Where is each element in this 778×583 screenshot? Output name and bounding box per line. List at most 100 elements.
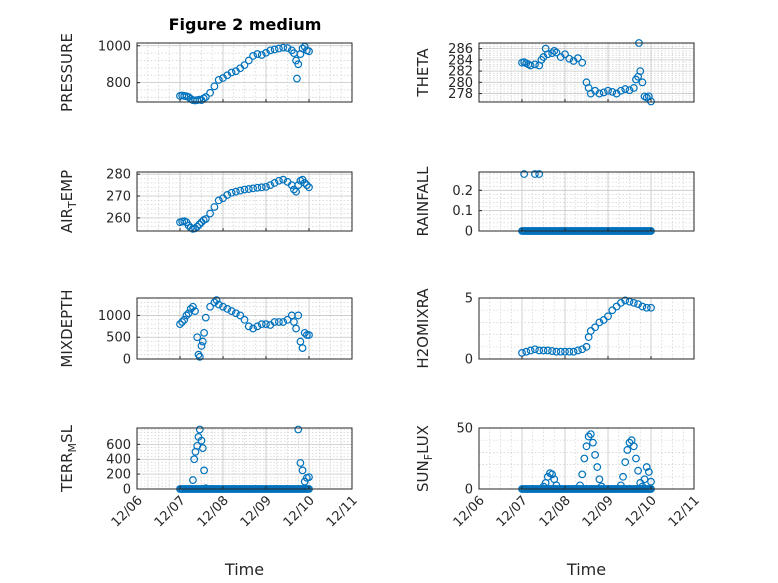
data-point [302, 331, 311, 339]
x-tick-label: 12/09 [580, 493, 617, 530]
data-point [543, 346, 552, 355]
data-point [634, 300, 642, 309]
data-point [244, 322, 253, 331]
axes-box [136, 427, 353, 490]
y-axis-label: PRESSURE [58, 33, 76, 112]
data-point [526, 61, 535, 70]
data-point [520, 170, 529, 178]
data-point [257, 183, 266, 192]
data-point [556, 347, 565, 356]
data-point [597, 482, 606, 491]
data-point [548, 347, 556, 355]
data-point [293, 74, 301, 83]
data-point [561, 50, 569, 59]
data-point [595, 89, 604, 98]
data-point [236, 186, 245, 195]
data-point [191, 307, 199, 315]
y-tick-label: 5 [465, 292, 473, 307]
data-point [526, 346, 535, 355]
data-point [621, 296, 630, 305]
data-point [193, 333, 202, 342]
data-point [210, 298, 219, 307]
data-point [543, 50, 552, 59]
data-point [266, 181, 275, 190]
x-tick-label: 12/06 [109, 493, 146, 530]
data-point [621, 458, 630, 467]
data-point [569, 347, 578, 356]
data-point [593, 463, 602, 471]
data-point [535, 346, 544, 355]
data-point [279, 175, 288, 184]
data-point [644, 468, 653, 476]
data-point [522, 347, 531, 356]
data-point [582, 342, 591, 351]
data-point [305, 47, 313, 56]
data-point [206, 209, 215, 218]
data-point [231, 187, 240, 196]
axes-box [478, 42, 695, 103]
axes-box [136, 42, 353, 103]
data-point [305, 473, 313, 481]
subplot-airtemp: 260 270 280 AIRTEMP [58, 168, 353, 233]
data-point [223, 191, 232, 199]
subplot-sunflux: 0 50 12/06 12/07 12/08 12/09 12/10 12/11 Time SUN… [414, 422, 703, 580]
data-point [253, 183, 262, 192]
data-point [270, 318, 279, 326]
data-point [275, 318, 283, 326]
data-point [617, 86, 625, 95]
data-point [201, 215, 210, 223]
data-point [535, 170, 544, 178]
data-point [227, 188, 236, 197]
data-point [578, 345, 587, 354]
data-point [249, 324, 258, 333]
data-point [582, 442, 591, 451]
data-point [195, 352, 204, 361]
data-point [240, 315, 249, 324]
x-tick-label: 12/11 [666, 493, 703, 530]
data-point [190, 455, 199, 464]
data-point [548, 470, 556, 479]
data-point [214, 75, 223, 84]
data-point [214, 300, 223, 309]
x-tick-label: 12/09 [238, 493, 275, 530]
y-tick-label: 1000 [98, 309, 131, 324]
axes-box [478, 427, 695, 490]
data-point [298, 344, 307, 353]
data-point [244, 185, 253, 193]
data-point [249, 184, 258, 193]
y-tick-label: 400 [106, 453, 131, 468]
axes-box [136, 171, 353, 232]
data-point [201, 484, 210, 493]
y-tick-label: 600 [106, 438, 131, 453]
y-tick-label: 0 [465, 483, 473, 498]
data-point [629, 298, 638, 307]
y-axis-label: H2OMIXRA [414, 288, 432, 369]
data-point [305, 331, 313, 339]
data-point [636, 67, 645, 75]
y-tick-label: 284 [448, 53, 473, 68]
data-point [629, 84, 638, 92]
data-point [608, 87, 617, 96]
y-tick-label: 0 [123, 483, 131, 498]
x-tick-label: 12/07 [152, 493, 189, 530]
data-point [212, 296, 221, 305]
data-point [552, 48, 561, 57]
data-point [262, 182, 270, 191]
data-point [188, 476, 197, 484]
data-point [178, 318, 187, 326]
data-point [599, 88, 608, 97]
data-point [621, 85, 630, 93]
data-point [586, 430, 595, 439]
y-axis-label: RAINFALL [414, 166, 432, 237]
data-point [257, 51, 266, 59]
figure-title: Figure 2 medium [169, 15, 322, 34]
data-point [275, 176, 283, 185]
data-point [290, 185, 298, 194]
y-axis-label: THETA [414, 48, 432, 98]
x-axis-label: Time [224, 560, 264, 579]
data-point [298, 44, 307, 53]
data-point [642, 463, 651, 471]
axes-box [478, 171, 695, 232]
data-point [539, 346, 548, 355]
